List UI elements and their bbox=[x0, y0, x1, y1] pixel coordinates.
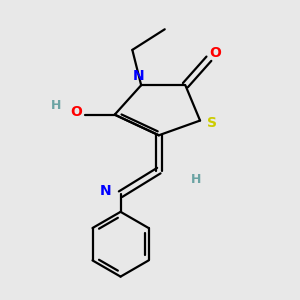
Text: N: N bbox=[100, 184, 112, 198]
Text: N: N bbox=[132, 69, 144, 83]
Text: O: O bbox=[209, 46, 221, 60]
Text: H: H bbox=[51, 99, 61, 112]
Text: O: O bbox=[70, 105, 82, 119]
Text: H: H bbox=[191, 173, 202, 186]
Text: S: S bbox=[207, 116, 217, 130]
